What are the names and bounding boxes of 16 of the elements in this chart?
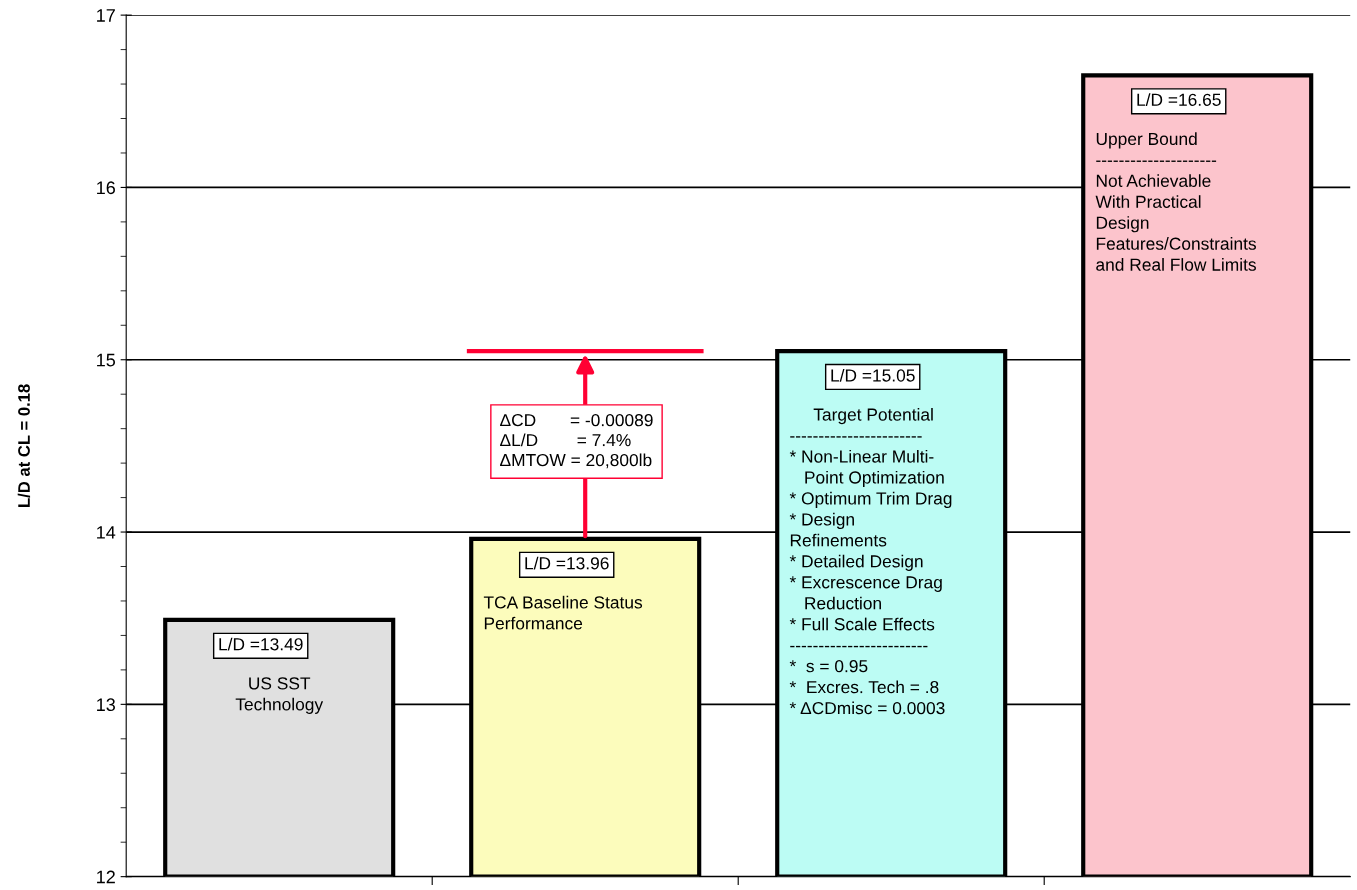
- annotation: Upper Bound --------------------- Not Achievable With Practical Design Features/Constraints and Real Flow Limits: [1095, 132, 1256, 271]
- y-tick-label: 14: [97, 526, 116, 539]
- annotation: US SST Technology: [235, 677, 324, 714]
- data-label: L/D =13.96: [525, 556, 609, 570]
- y-axis-title: L/D at CL = 0.18: [17, 384, 31, 507]
- y-tick-label: 13: [97, 698, 115, 712]
- data-label: L/D =13.49: [219, 637, 303, 651]
- y-tick-label: 15: [97, 353, 116, 367]
- annotation: ΔCD = -0.00089 ΔL/D = 7.4% ΔMTOW = 20,800lb: [500, 413, 653, 469]
- y-tick-label: 17: [97, 9, 115, 22]
- y-tick-label: 12: [97, 870, 115, 884]
- data-label: L/D =16.65: [1137, 93, 1221, 106]
- text: Target Potential ----------------------- * Non-Linear Multi- Point Optimization * Optimum Trim Drag * Design Refinements * Detailed Design * Excrescence Drag Reduction * Full Scale Effects ------------------------ * s = 0.95 * Excres. Tech = .8 * ΔCDmisc = 0.0003: [789, 407, 952, 715]
- annotation: TCA Baseline Status Performance: [483, 595, 643, 630]
- y-tick-label: 16: [97, 181, 115, 195]
- data-label: L/D =15.05: [831, 368, 915, 382]
